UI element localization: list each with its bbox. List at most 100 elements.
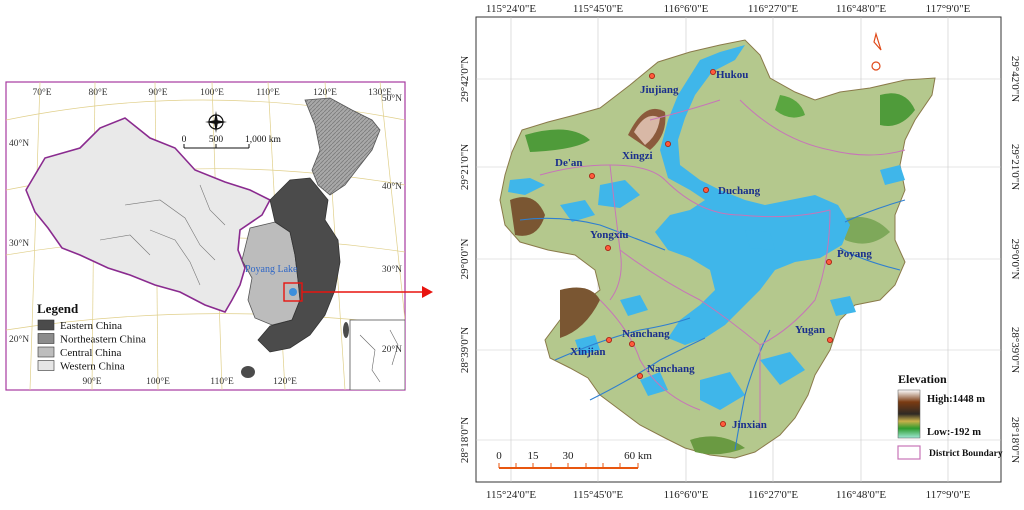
china-lat-right-label: 40°N: [382, 181, 402, 192]
china-lon-bottom-label: 120°E: [273, 376, 297, 387]
china-lon-top-label: 70°E: [32, 87, 51, 98]
legend-title: Legend: [37, 301, 79, 316]
china-lon-top-label: 90°E: [148, 87, 167, 98]
china-lat-right-label: 30°N: [382, 264, 402, 275]
detail-lon-top-label: 115°24'0"E: [486, 3, 536, 15]
detail-scale-label: 60 km: [624, 450, 652, 462]
city-marker: [720, 420, 727, 427]
china-overview-map: 70°E 80°E 90°E 100°E 110°E 120°E 130°E 90°E 100…: [5, 81, 406, 391]
city-marker: [665, 140, 672, 147]
city-marker: [826, 258, 833, 265]
poyang-lake-water: [508, 45, 905, 410]
detail-north-arrow-icon: [871, 31, 882, 71]
detail-lat-left-label: 29°21'0"N: [459, 144, 471, 190]
china-lon-top-label: 120°E: [313, 87, 337, 98]
china-lat-left-label: 20°N: [9, 334, 29, 345]
province-lines: [99, 184, 226, 286]
china-lat-right-label: 20°N: [382, 344, 402, 355]
detail-scale-label: 0: [496, 450, 502, 462]
detail-lon-top-label: 117°9'0"E: [926, 3, 971, 15]
rivers: [519, 199, 906, 451]
detail-lat-labels-right: 29°42'0"N 29°21'0"N 29°0'0"N 28°39'0"N 28°18…: [1009, 56, 1021, 463]
elevation-low-label: Low:-192 m: [927, 427, 981, 438]
detail-lat-labels-left: 29°42'0"N 29°21'0"N 29°0'0"N 28°39'0"N 28°18…: [459, 56, 471, 463]
poyang-detail-map: Hukou Jiujiang Xingzi De'an Duchang Yongxiu Po…: [459, 3, 1021, 501]
poyang-lake-marker: [289, 288, 297, 296]
detail-scale-label: 15: [528, 450, 540, 462]
china-lon-bottom-label: 100°E: [146, 376, 170, 387]
city-label: Xinjian: [570, 346, 605, 358]
detail-lat-left-label: 28°39'0"N: [459, 327, 471, 373]
detail-lat-left-label: 29°0'0"N: [459, 239, 471, 280]
detail-lat-right-label: 29°42'0"N: [1009, 56, 1021, 102]
city-marker: [606, 336, 613, 343]
china-lon-labels-top: 70°E 80°E 90°E 100°E 110°E 120°E 130°E: [32, 87, 392, 98]
china-lon-labels-bottom: 90°E 100°E 110°E 120°E: [82, 376, 297, 387]
legend-item-label: Eastern China: [60, 320, 122, 332]
china-lat-labels-right: 50°N 40°N 30°N 20°N: [382, 93, 402, 355]
china-compass-icon: [205, 111, 227, 133]
city-marker: [589, 172, 596, 179]
city-label: Nanchang: [647, 363, 695, 375]
city-label: Jinxian: [732, 419, 767, 431]
china-lon-top-label: 130°E: [368, 87, 392, 98]
china-scale-0: 0: [182, 135, 187, 145]
city-marker: [637, 372, 644, 379]
china-scale-bar: 0 500 1,000 km: [182, 135, 282, 149]
city-marker: [605, 244, 612, 251]
detail-scale-label: 30: [563, 450, 575, 462]
city-label: Jiujiang: [640, 84, 679, 96]
detail-lon-bottom-label: 116°6'0"E: [664, 489, 709, 501]
china-lon-top-label: 80°E: [88, 87, 107, 98]
city-label: Nanchang: [622, 328, 670, 340]
detail-lat-right-label: 28°39'0"N: [1009, 327, 1021, 373]
detail-lon-bottom-label: 116°27'0"E: [748, 489, 798, 501]
detail-lat-right-label: 29°21'0"N: [1009, 144, 1021, 190]
legend-swatch: [37, 346, 55, 358]
northeastern-china-region: [304, 97, 381, 196]
detail-lon-labels-top: 115°24'0"E 115°45'0"E 116°6'0"E 116°27'0"E 1…: [486, 3, 971, 15]
terrain-relief: [510, 93, 915, 455]
hainan-island: [241, 366, 255, 378]
china-scale-1000: 1,000 km: [245, 135, 282, 145]
elevation-title: Elevation: [898, 372, 947, 386]
city-marker: [649, 73, 656, 80]
poyang-lake-label: Poyang Lake: [245, 264, 298, 275]
china-legend: Legend Eastern China Northeastern ChinaCe…: [37, 301, 146, 373]
city-label: Yongxiu: [590, 229, 629, 241]
legend-swatch: [37, 333, 55, 344]
china-lat-left-label: 40°N: [9, 138, 29, 149]
city-marker: [710, 69, 717, 76]
city-label: Duchang: [718, 185, 761, 197]
city-marker: [703, 186, 710, 193]
city-label: De'an: [555, 157, 583, 169]
detail-lon-labels-bottom: 115°24'0"E 115°45'0"E 116°6'0"E 116°27'0"E 1…: [486, 489, 971, 501]
detail-lon-bottom-label: 115°24'0"E: [486, 489, 536, 501]
elevation-high-label: High:1448 m: [927, 394, 985, 405]
elevation-color-ramp: [897, 389, 921, 439]
detail-scale-bar: 0 15 30 60 km: [496, 450, 652, 469]
legend-item-label: Western China: [60, 361, 125, 373]
detail-lat-left-label: 29°42'0"N: [459, 56, 471, 102]
city-marker: [629, 340, 636, 347]
city-label: Yugan: [795, 324, 825, 336]
district-boundary-swatch: [897, 445, 921, 460]
city-label: Poyang: [837, 248, 872, 260]
south-china-sea-inset: [349, 319, 405, 390]
city-markers: Hukou Jiujiang Xingzi De'an Duchang Yongxiu Po…: [555, 69, 872, 431]
china-lat-labels-left: 40°N 30°N 20°N: [9, 138, 29, 345]
legend-item-label: Central China: [60, 347, 122, 359]
detail-lon-bottom-label: 117°9'0"E: [926, 489, 971, 501]
detail-lat-left-label: 28°18'0"N: [459, 417, 471, 463]
detail-lon-bottom-label: 115°45'0"E: [573, 489, 623, 501]
detail-lat-right-label: 29°0'0"N: [1009, 239, 1021, 280]
legend-swatch: [37, 319, 55, 331]
pointer-arrow: [302, 286, 433, 298]
district-boundary-label: District Boundary: [929, 449, 1003, 459]
detail-lon-top-label: 115°45'0"E: [573, 3, 623, 15]
elevation-legend: Elevation High:1448 m Low:-192 m Distric…: [897, 372, 1003, 460]
china-lat-left-label: 30°N: [9, 238, 29, 249]
china-scale-500: 500: [209, 135, 224, 145]
detail-lon-bottom-label: 116°48'0"E: [836, 489, 886, 501]
